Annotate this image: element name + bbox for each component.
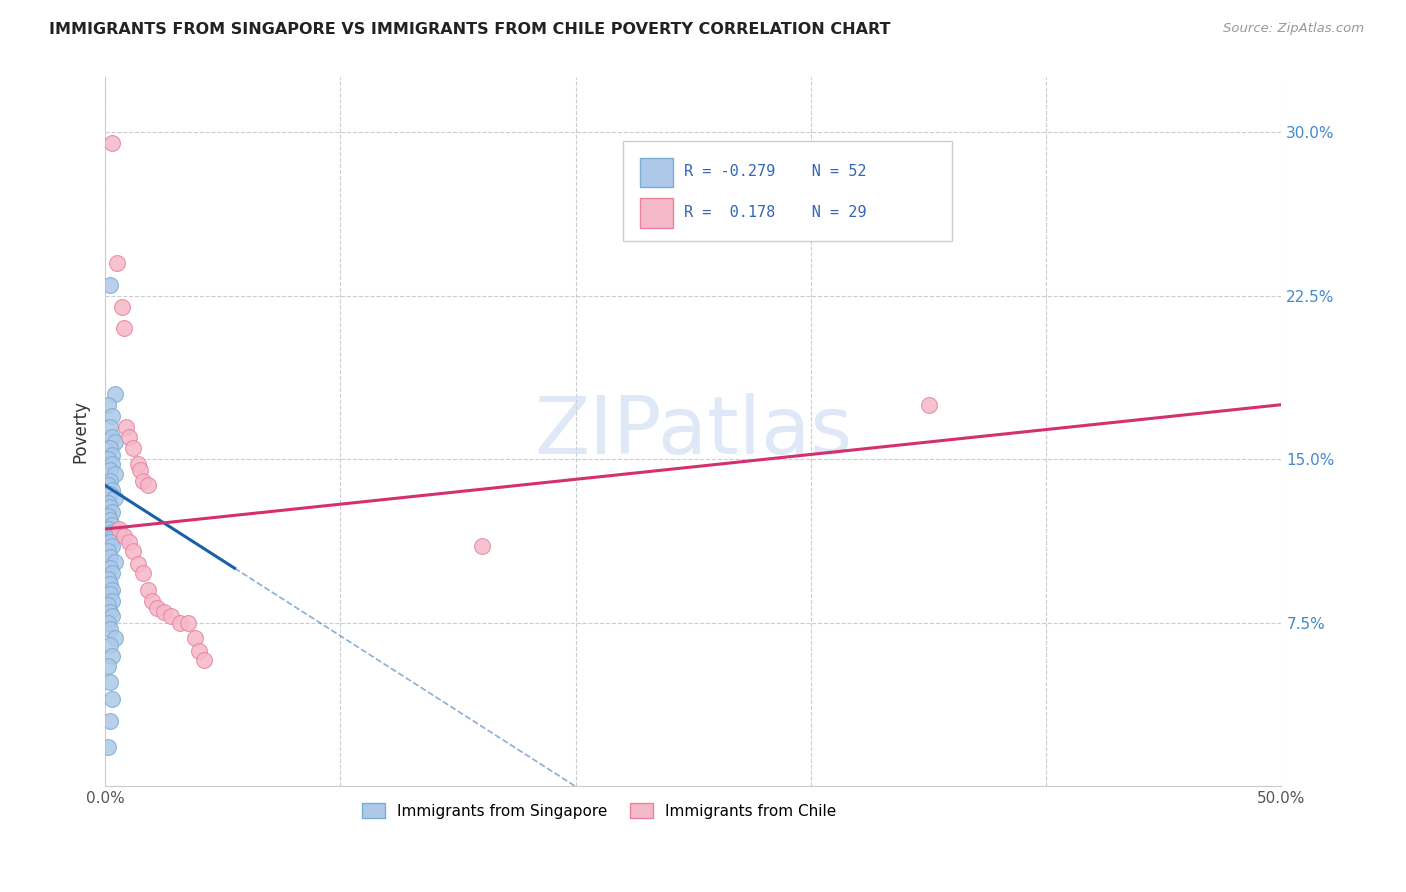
Point xyxy=(101,448,124,462)
Point xyxy=(101,430,124,444)
Point xyxy=(101,483,124,497)
Point xyxy=(112,321,135,335)
Point xyxy=(153,605,176,619)
Point xyxy=(98,442,121,456)
Point xyxy=(188,644,211,658)
Point xyxy=(141,594,163,608)
Point xyxy=(104,467,127,482)
Point xyxy=(122,544,145,558)
Point xyxy=(105,256,128,270)
Point xyxy=(101,594,124,608)
Point xyxy=(97,508,120,523)
Point xyxy=(176,615,198,630)
Point xyxy=(101,517,124,532)
Point xyxy=(111,300,134,314)
Point xyxy=(122,442,145,456)
Point xyxy=(97,452,120,467)
Point xyxy=(129,463,152,477)
Point xyxy=(104,386,127,401)
Point xyxy=(98,623,121,637)
Point xyxy=(471,540,494,554)
Point xyxy=(101,457,124,471)
Point xyxy=(160,609,183,624)
Point xyxy=(98,605,121,619)
Point xyxy=(98,550,121,565)
Point xyxy=(132,474,155,488)
Point xyxy=(101,583,124,598)
Point xyxy=(104,631,127,645)
Text: R = -0.279    N = 52: R = -0.279 N = 52 xyxy=(683,164,866,179)
Point xyxy=(104,434,127,449)
Point xyxy=(127,557,149,571)
Text: R =  0.178    N = 29: R = 0.178 N = 29 xyxy=(683,204,866,219)
Point xyxy=(127,457,149,471)
Point xyxy=(115,419,138,434)
Point xyxy=(112,528,135,542)
Point xyxy=(136,583,159,598)
Point xyxy=(101,692,124,706)
Y-axis label: Poverty: Poverty xyxy=(72,401,89,464)
Point xyxy=(101,648,124,663)
Point xyxy=(98,513,121,527)
Point xyxy=(97,615,120,630)
Legend: Immigrants from Singapore, Immigrants from Chile: Immigrants from Singapore, Immigrants fr… xyxy=(356,797,842,825)
Bar xyxy=(640,158,673,187)
Point xyxy=(98,576,121,591)
Point xyxy=(118,430,141,444)
Point xyxy=(101,409,124,423)
Point xyxy=(98,561,121,575)
Point xyxy=(104,555,127,569)
Point xyxy=(97,572,120,586)
Point xyxy=(169,615,191,630)
Point xyxy=(101,505,124,519)
Point xyxy=(101,566,124,580)
Text: Source: ZipAtlas.com: Source: ZipAtlas.com xyxy=(1223,22,1364,36)
Point xyxy=(183,631,205,645)
Point xyxy=(97,522,120,536)
Point xyxy=(97,659,120,673)
Point xyxy=(98,535,121,549)
Point xyxy=(98,474,121,488)
Point xyxy=(97,478,120,492)
Point xyxy=(193,653,215,667)
Point xyxy=(97,544,120,558)
Point xyxy=(97,496,120,510)
Point xyxy=(917,398,939,412)
Point xyxy=(146,600,169,615)
Point xyxy=(97,740,120,755)
Point xyxy=(98,419,121,434)
Point xyxy=(98,638,121,652)
Point xyxy=(98,587,121,601)
Point xyxy=(101,540,124,554)
Point xyxy=(98,277,121,292)
Point xyxy=(108,522,131,536)
Bar xyxy=(640,198,673,227)
Point xyxy=(97,599,120,613)
FancyBboxPatch shape xyxy=(623,141,952,241)
Point xyxy=(98,674,121,689)
Point xyxy=(98,463,121,477)
Point xyxy=(101,609,124,624)
Text: ZIPatlas: ZIPatlas xyxy=(534,393,852,471)
Point xyxy=(97,398,120,412)
Point xyxy=(98,526,121,541)
Point xyxy=(101,136,124,150)
Point xyxy=(136,478,159,492)
Point xyxy=(98,714,121,728)
Point xyxy=(101,531,124,545)
Point xyxy=(98,487,121,501)
Text: IMMIGRANTS FROM SINGAPORE VS IMMIGRANTS FROM CHILE POVERTY CORRELATION CHART: IMMIGRANTS FROM SINGAPORE VS IMMIGRANTS … xyxy=(49,22,891,37)
Point xyxy=(104,491,127,506)
Point xyxy=(98,500,121,515)
Point xyxy=(132,566,155,580)
Point xyxy=(118,535,141,549)
